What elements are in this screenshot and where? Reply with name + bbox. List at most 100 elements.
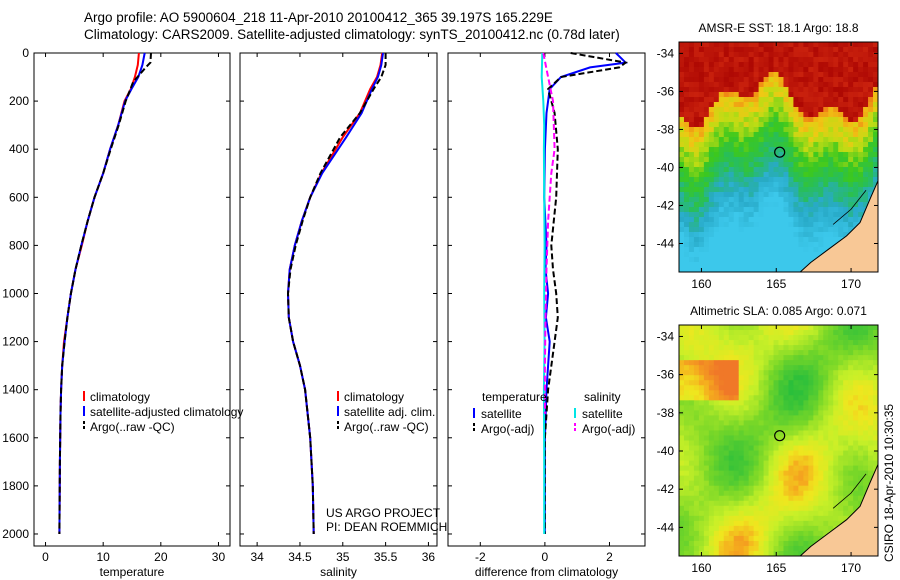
map-cell bbox=[828, 335, 834, 341]
map-cell bbox=[868, 405, 874, 411]
map-cell bbox=[723, 117, 730, 123]
map-cell bbox=[793, 202, 799, 208]
map-cell bbox=[758, 370, 764, 376]
map-cell bbox=[843, 227, 849, 233]
map-cell bbox=[763, 62, 769, 68]
map-cell bbox=[838, 330, 844, 336]
map-cell bbox=[718, 510, 725, 517]
map-cell bbox=[793, 530, 799, 537]
map-cell bbox=[708, 330, 715, 336]
map-cell bbox=[823, 177, 829, 183]
map-cell bbox=[698, 490, 705, 497]
map-cell bbox=[783, 222, 789, 228]
map-cell bbox=[738, 167, 745, 173]
map-cell bbox=[738, 550, 745, 557]
map-cell bbox=[688, 107, 695, 113]
map-cell bbox=[748, 370, 755, 376]
map-cell bbox=[828, 122, 834, 128]
map-cell bbox=[823, 445, 829, 451]
map-cell bbox=[753, 400, 760, 406]
map-cell bbox=[703, 47, 710, 53]
y-tick-label: 600 bbox=[9, 190, 29, 204]
map-cell bbox=[679, 470, 685, 477]
map-cell bbox=[793, 192, 799, 198]
map-cell bbox=[768, 207, 774, 213]
map-cell bbox=[738, 385, 745, 391]
map-cell bbox=[708, 525, 715, 532]
map-cell bbox=[838, 510, 844, 517]
map-cell bbox=[693, 42, 700, 48]
map-cell bbox=[728, 137, 735, 143]
map-cell bbox=[848, 340, 854, 346]
map-cell bbox=[803, 122, 809, 128]
map-cell bbox=[833, 340, 839, 346]
map-cell bbox=[748, 157, 755, 163]
map-cell bbox=[838, 87, 844, 93]
map-cell bbox=[833, 142, 839, 148]
map-cell bbox=[838, 152, 844, 158]
map-cell bbox=[733, 227, 740, 233]
map-cell bbox=[708, 122, 715, 128]
map-cell bbox=[758, 545, 764, 552]
map-cell bbox=[743, 147, 750, 153]
map-cell bbox=[758, 475, 764, 482]
map-cell bbox=[828, 500, 834, 507]
map-cell bbox=[843, 167, 849, 173]
map-cell bbox=[763, 435, 769, 441]
map-cell bbox=[793, 465, 799, 472]
map-cell bbox=[873, 345, 879, 351]
map-cell bbox=[733, 385, 740, 391]
map-cell bbox=[698, 360, 705, 366]
map-cell bbox=[798, 192, 804, 198]
map-cell bbox=[773, 380, 779, 386]
map-cell bbox=[738, 207, 745, 213]
map-cell bbox=[863, 385, 869, 391]
map-cell bbox=[693, 335, 700, 341]
y-tick-label: -38 bbox=[657, 122, 675, 136]
map-cell bbox=[738, 500, 745, 507]
map-cell bbox=[803, 182, 809, 188]
map-cell bbox=[763, 440, 769, 446]
map-cell bbox=[823, 172, 829, 178]
map-cell bbox=[813, 232, 819, 238]
map-cell bbox=[708, 177, 715, 183]
map-cell bbox=[823, 340, 829, 346]
map-cell bbox=[863, 405, 869, 411]
map-cell bbox=[728, 242, 735, 248]
map-cell bbox=[758, 530, 764, 537]
map-cell bbox=[693, 142, 700, 148]
map-cell bbox=[688, 247, 695, 253]
map-cell bbox=[718, 475, 725, 482]
map-cell bbox=[848, 445, 854, 451]
map-cell bbox=[743, 52, 750, 58]
map-cell bbox=[808, 57, 814, 63]
map-cell bbox=[868, 445, 874, 451]
map-cell bbox=[798, 137, 804, 143]
map-cell bbox=[803, 187, 809, 193]
map-cell bbox=[723, 242, 730, 248]
map-cell bbox=[808, 465, 814, 472]
map-cell bbox=[703, 267, 710, 273]
map-cell bbox=[873, 177, 879, 183]
map-cell bbox=[843, 67, 849, 73]
map-cell bbox=[863, 147, 869, 153]
map-cell bbox=[863, 127, 869, 133]
map-cell bbox=[743, 540, 750, 547]
map-cell bbox=[853, 122, 859, 128]
map-cell bbox=[683, 242, 690, 248]
map-cell bbox=[838, 425, 844, 431]
map-cell bbox=[778, 127, 784, 133]
map-cell bbox=[728, 252, 735, 258]
map-cell bbox=[853, 107, 859, 113]
map-cell bbox=[843, 405, 849, 411]
map-cell bbox=[703, 212, 710, 218]
map-cell bbox=[843, 77, 849, 83]
map-cell bbox=[823, 395, 829, 401]
map-cell bbox=[728, 440, 735, 446]
map-cell bbox=[843, 47, 849, 53]
map-cell bbox=[788, 112, 794, 118]
map-cell bbox=[853, 217, 859, 223]
map-cell bbox=[773, 52, 779, 58]
map-cell bbox=[788, 52, 794, 58]
map-cell bbox=[858, 350, 864, 356]
